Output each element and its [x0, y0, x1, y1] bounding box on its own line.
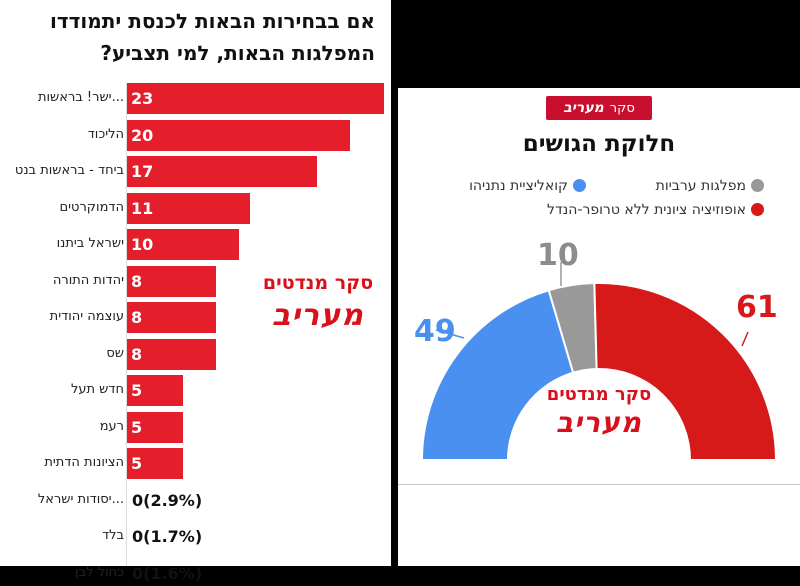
- bar-category-label: שס: [106, 345, 124, 361]
- bar-value-label: 20: [131, 125, 154, 145]
- legend-arab-parties: מפלגות ערביות: [656, 178, 764, 194]
- logo-subtitle: סקר מנדטים: [262, 272, 374, 294]
- bar-value-label: 8: [131, 271, 143, 291]
- bar-category-label: עוצמה יהודית: [49, 309, 124, 324]
- bar-category-label: הליכוד: [87, 126, 124, 142]
- legend-label-zionist-opposition: אופוזיציה ציונית ללא טרופר-הנדל: [547, 202, 746, 218]
- bar-value-label: 0(2.9%): [132, 490, 203, 510]
- badge-brand: מעריב: [563, 100, 604, 116]
- legend-zionist-opposition: אופוזיציה ציונית ללא טרופר-הנדל: [547, 202, 764, 218]
- bar-category-label: ביחד - בראשות בנט: [14, 163, 124, 178]
- legend-label-arab-parties: מפלגות ערביות: [655, 178, 746, 194]
- bar-category-label: הדמוקרטים: [59, 199, 125, 215]
- logo-brand: מעריב: [555, 406, 643, 439]
- bar-value-label: 5: [131, 381, 143, 400]
- segment-zionist-opposition: [593, 282, 778, 461]
- bar-value-label: 8: [131, 344, 143, 364]
- bar-axis-line: [126, 82, 127, 566]
- bar: 20: [127, 119, 351, 151]
- logo-subtitle: סקר מנדטים: [546, 384, 652, 405]
- semicircle-chart: [420, 262, 778, 461]
- bar-category-label: יהדות התורה: [52, 272, 124, 288]
- bar-value-label: 0(1.6%): [132, 563, 203, 583]
- bar: 5: [127, 375, 183, 406]
- blocs-semicircle-panel: סקר מעריב חלוקת הגושים מפלגות ערביות קוא…: [398, 0, 800, 566]
- seats-bar-chart-panel: אם בבחירות הבאות לכנסת יתמודדו המפלגות ה…: [0, 0, 391, 583]
- bar-category-label: ...יסודות ישראל: [37, 491, 124, 507]
- bar-value-label: 5: [131, 454, 143, 473]
- label-zionist-opposition: 61: [736, 290, 778, 325]
- bar-category-label: ...ישר! בראשות: [37, 90, 124, 105]
- label-connector-line: [741, 331, 749, 347]
- chart-title-line-1: אם בבחירות הבאות לכנסת יתמודדו: [50, 9, 375, 33]
- legend-swatch-arab-parties: [751, 179, 764, 192]
- bar-category-label: רעמ: [99, 418, 124, 434]
- bar-category-label: הציונות הדתית: [44, 455, 124, 470]
- chart-title: חלוקת הגושים: [522, 131, 676, 157]
- bar-value-label: 8: [131, 308, 143, 327]
- bar-value-label: 5: [131, 417, 143, 437]
- bar: 5: [127, 411, 183, 443]
- maariv-poll-badge: סקר מעריב: [546, 96, 652, 120]
- bar-value-label: 0(1.7%): [132, 527, 203, 546]
- bar: 10: [127, 229, 239, 260]
- legend-label-netanyahu-coalition: קואליציית נתניהו: [469, 178, 568, 194]
- bar: 8: [127, 302, 217, 333]
- bar-value-label: 11: [131, 198, 154, 218]
- bar: 17: [127, 156, 317, 187]
- segment-netanyahu-coalition: [420, 289, 575, 461]
- legend-netanyahu-coalition: קואליציית נתניהו: [469, 178, 586, 194]
- bar: 5: [127, 448, 183, 479]
- badge-prefix: סקר: [609, 100, 635, 116]
- label-connector-line: [435, 329, 465, 339]
- label-netanyahu-coalition: 49: [414, 314, 456, 349]
- label-arab-parties: 10: [537, 238, 579, 273]
- maariv-poll-logo-center: סקר מנדטים מעריב: [532, 384, 666, 444]
- bar-category-label: בלד: [101, 528, 124, 543]
- maariv-poll-logo: סקר מנדטים מעריב: [258, 272, 378, 340]
- bar: 8: [127, 338, 217, 370]
- bar: 11: [127, 192, 250, 224]
- bar-value-label: 10: [131, 235, 154, 254]
- bar: 8: [127, 265, 217, 297]
- bar-value-label: 23: [131, 89, 154, 108]
- legend-swatch-netanyahu-coalition: [573, 179, 586, 192]
- logo-brand: מעריב: [272, 298, 364, 333]
- top-black-band: [398, 0, 800, 88]
- bar-value-label: 17: [131, 162, 154, 181]
- bar: 23: [127, 83, 384, 114]
- chart-title-line-2: המפלגות הבאות, למי תצביע?: [100, 41, 375, 65]
- legend-swatch-zionist-opposition: [751, 203, 764, 216]
- bottom-divider: [398, 484, 800, 485]
- bar-category-label: חדש תעל: [70, 382, 124, 397]
- bar-category-label: ישראל ביתנו: [56, 236, 124, 251]
